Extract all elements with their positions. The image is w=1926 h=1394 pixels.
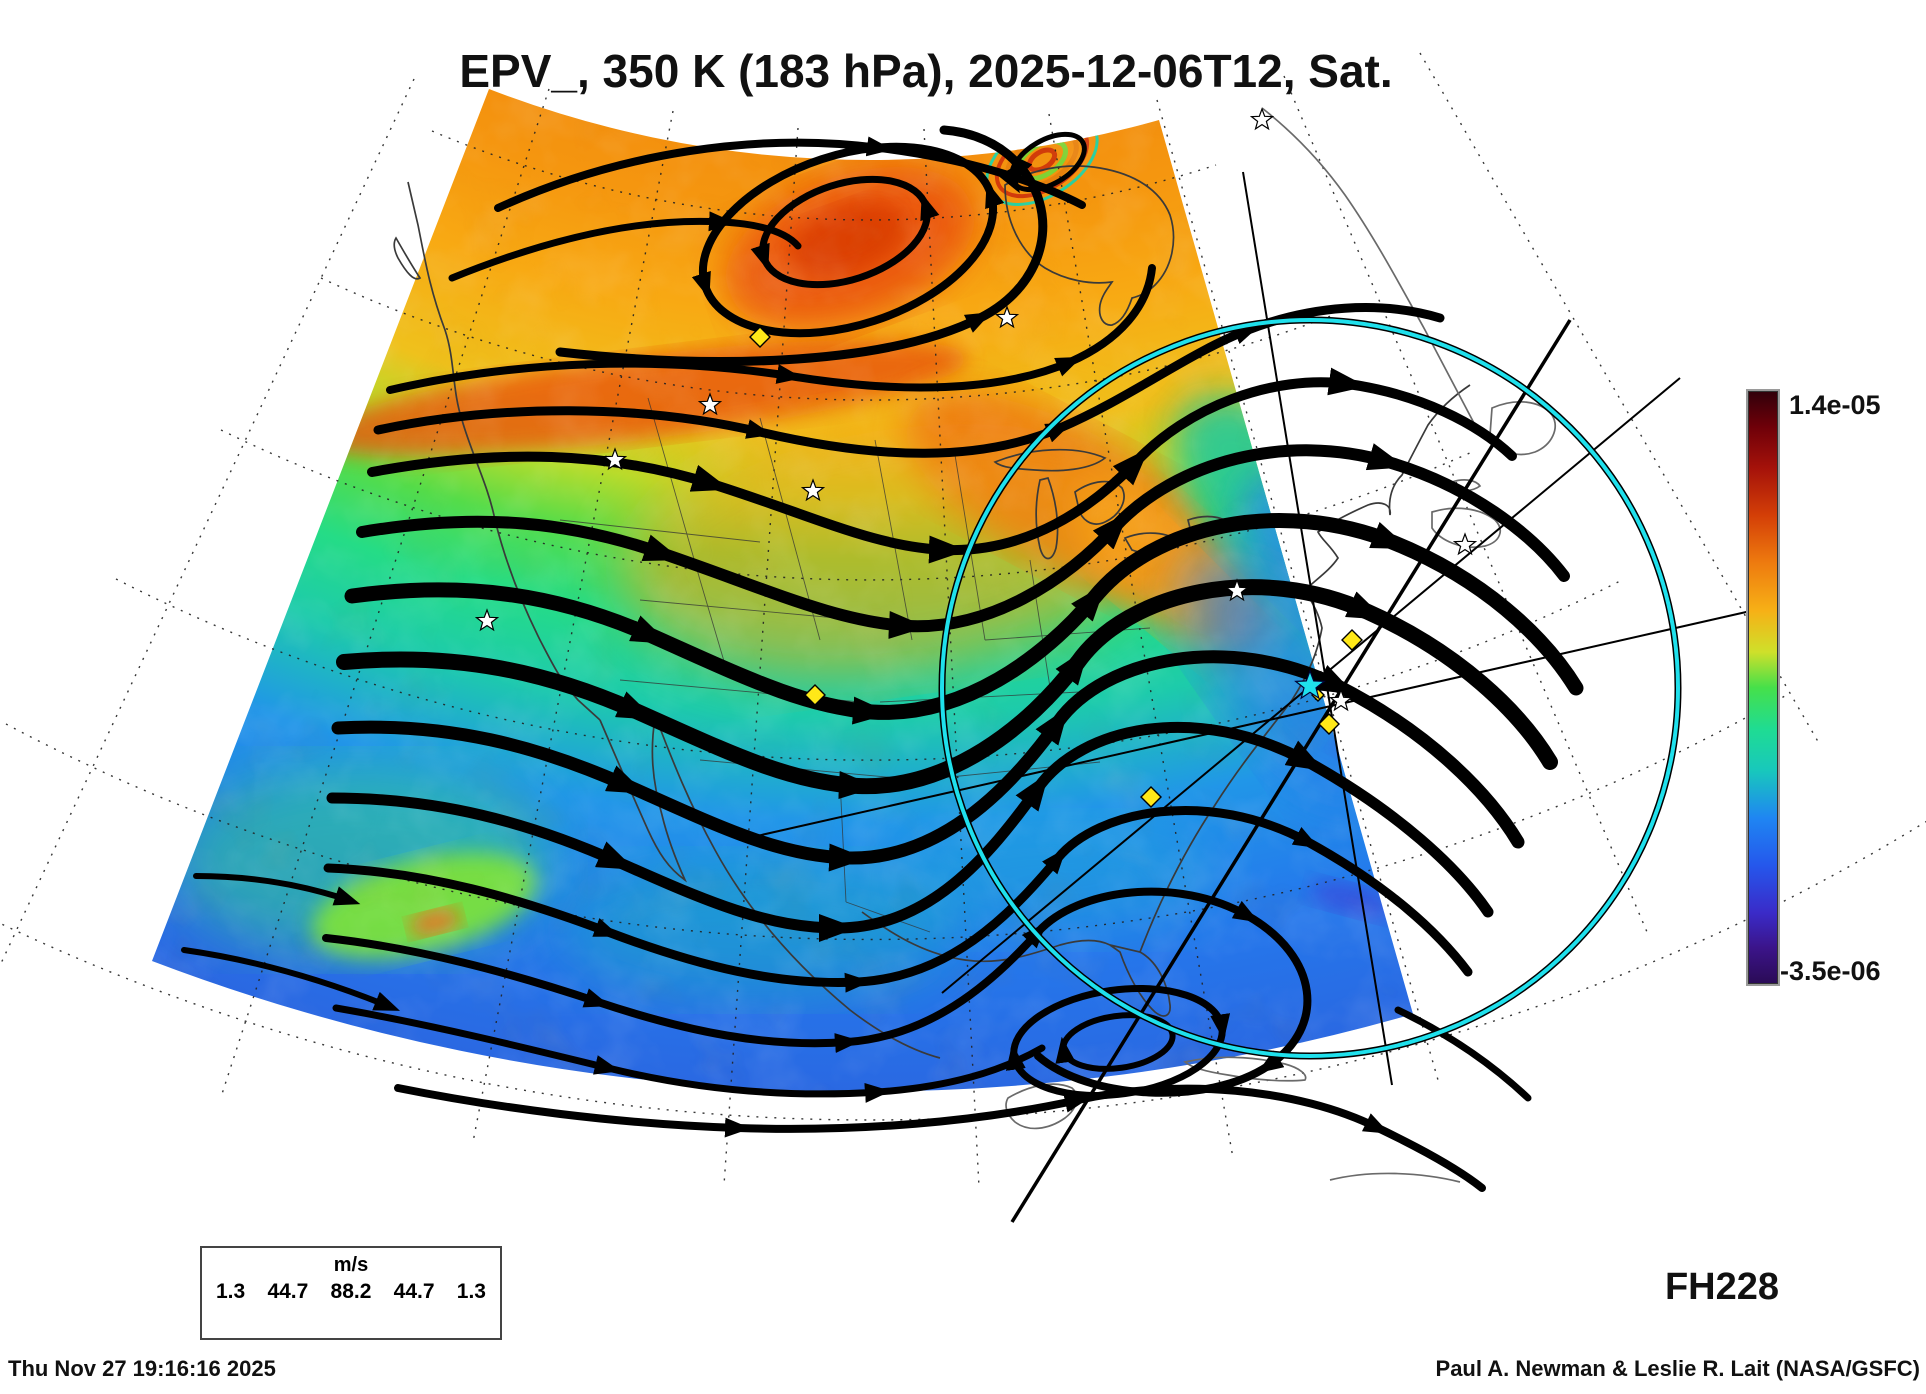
wind-legend-values: 1.3 44.7 88.2 44.7 1.3 bbox=[202, 1280, 500, 1304]
colorbar-max-label: 1.4e-05 bbox=[1789, 390, 1881, 420]
white-star-marker bbox=[1224, 578, 1250, 602]
station-markers bbox=[474, 107, 1478, 808]
wind-legend-value: 44.7 bbox=[267, 1280, 309, 1303]
white-star-marker bbox=[994, 305, 1020, 329]
station-diamond-marker bbox=[749, 326, 771, 348]
wind-legend-value: 1.3 bbox=[456, 1280, 486, 1303]
forecast-hour-label: FH228 bbox=[1664, 1266, 1780, 1308]
white-star-marker bbox=[800, 478, 826, 502]
wind-legend-value: 88.2 bbox=[330, 1280, 372, 1303]
wind-legend-unit: m/s bbox=[333, 1254, 369, 1276]
white-star-marker bbox=[474, 608, 500, 632]
white-star-marker bbox=[1249, 107, 1275, 131]
white-star-marker bbox=[602, 447, 628, 471]
center-station-star bbox=[1294, 669, 1326, 700]
figure-title: EPV_, 350 K (183 hPa), 2025-12-06T12, Sa… bbox=[459, 45, 1393, 97]
white-star-marker bbox=[697, 392, 723, 416]
generation-timestamp: Thu Nov 27 19:16:16 2025 bbox=[8, 1356, 276, 1381]
colorbar bbox=[1746, 389, 1780, 986]
wind-legend-value: 44.7 bbox=[393, 1280, 435, 1303]
station-diamond-marker bbox=[804, 684, 826, 706]
station-diamond-marker bbox=[1318, 713, 1340, 735]
colorbar-min-label: -3.5e-06 bbox=[1780, 956, 1881, 986]
wind-legend-value: 1.3 bbox=[216, 1280, 246, 1303]
range-ring bbox=[938, 316, 1682, 1060]
station-diamond-marker bbox=[1341, 629, 1363, 651]
white-star-marker bbox=[1328, 688, 1354, 712]
credit-text: Paul A. Newman & Leslie R. Lait (NASA/GS… bbox=[1435, 1356, 1920, 1381]
wind-speed-legend: m/s 1.3 44.7 88.2 44.7 1.3 bbox=[200, 1246, 502, 1340]
range-ring-circle bbox=[940, 318, 1680, 1058]
station-diamond-marker bbox=[1140, 786, 1162, 808]
white-star-marker bbox=[1452, 532, 1478, 556]
